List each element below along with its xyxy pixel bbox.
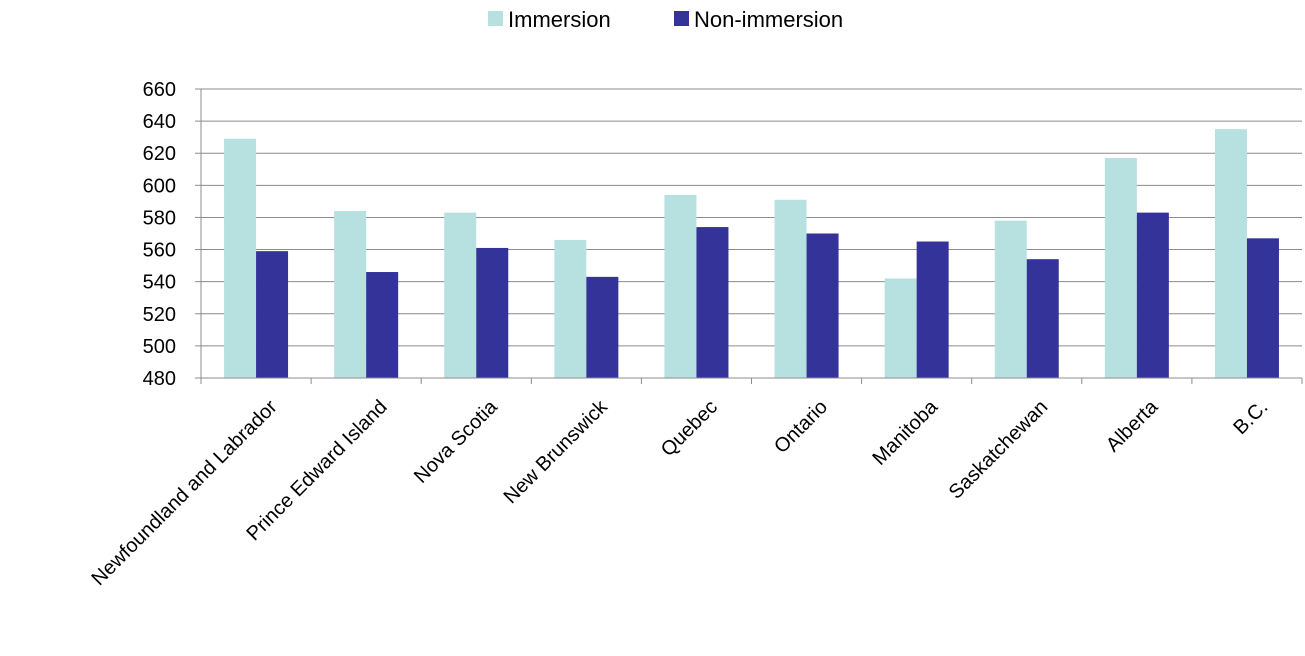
legend-swatch-immersion <box>488 11 503 26</box>
bar-non-immersion-6 <box>916 241 949 378</box>
x-tick-label: Newfoundland and Labrador <box>88 396 282 590</box>
bars <box>224 129 1279 378</box>
bar-immersion-7 <box>994 220 1027 378</box>
bar-immersion-3 <box>554 239 587 378</box>
y-tick-label: 500 <box>143 336 176 358</box>
legend-swatch-non-immersion <box>674 11 689 26</box>
bar-immersion-5 <box>774 199 807 378</box>
x-tick-label: Nova Scotia <box>410 395 502 487</box>
bar-immersion-9 <box>1214 129 1247 378</box>
y-tick-label: 520 <box>143 304 176 326</box>
bar-non-immersion-1 <box>366 272 399 378</box>
legend: Immersion Non-immersion <box>488 7 843 32</box>
bar-non-immersion-8 <box>1136 212 1169 378</box>
x-tick-label: Alberta <box>1102 395 1163 456</box>
bar-non-immersion-3 <box>586 276 619 378</box>
bar-non-immersion-7 <box>1026 259 1059 378</box>
bar-non-immersion-5 <box>806 233 839 378</box>
y-tick-label: 480 <box>143 368 176 390</box>
bar-non-immersion-9 <box>1246 238 1279 378</box>
x-tick-label: Quebec <box>657 396 722 461</box>
axes <box>195 88 1303 384</box>
x-tick-label: New Brunswick <box>500 395 613 508</box>
y-tick-label: 620 <box>143 143 176 165</box>
x-tick-label: Manitoba <box>868 395 942 469</box>
y-tick-label: 540 <box>143 272 176 294</box>
x-tick-label: B.C. <box>1229 396 1272 439</box>
bar-immersion-0 <box>224 138 257 378</box>
bar-immersion-4 <box>664 194 697 378</box>
y-tick-label: 600 <box>143 175 176 197</box>
y-tick-label: 660 <box>143 79 176 101</box>
x-tick-label: Saskatchewan <box>945 396 1053 504</box>
bar-immersion-6 <box>884 278 917 378</box>
bar-immersion-8 <box>1104 158 1137 378</box>
legend-label-immersion: Immersion <box>508 7 611 32</box>
bar-immersion-1 <box>334 211 367 378</box>
y-tick-label: 580 <box>143 207 176 229</box>
bar-immersion-2 <box>444 212 477 378</box>
bar-non-immersion-2 <box>476 247 509 378</box>
y-tick-label: 640 <box>143 111 176 133</box>
bar-non-immersion-0 <box>256 251 289 378</box>
bar-non-immersion-4 <box>696 227 729 378</box>
y-tick-label: 560 <box>143 240 176 262</box>
legend-label-non-immersion: Non-immersion <box>694 7 843 32</box>
x-tick-label: Ontario <box>770 396 832 458</box>
y-tick-labels: 480 500 520 540 560 580 600 620 640 660 <box>143 79 176 390</box>
